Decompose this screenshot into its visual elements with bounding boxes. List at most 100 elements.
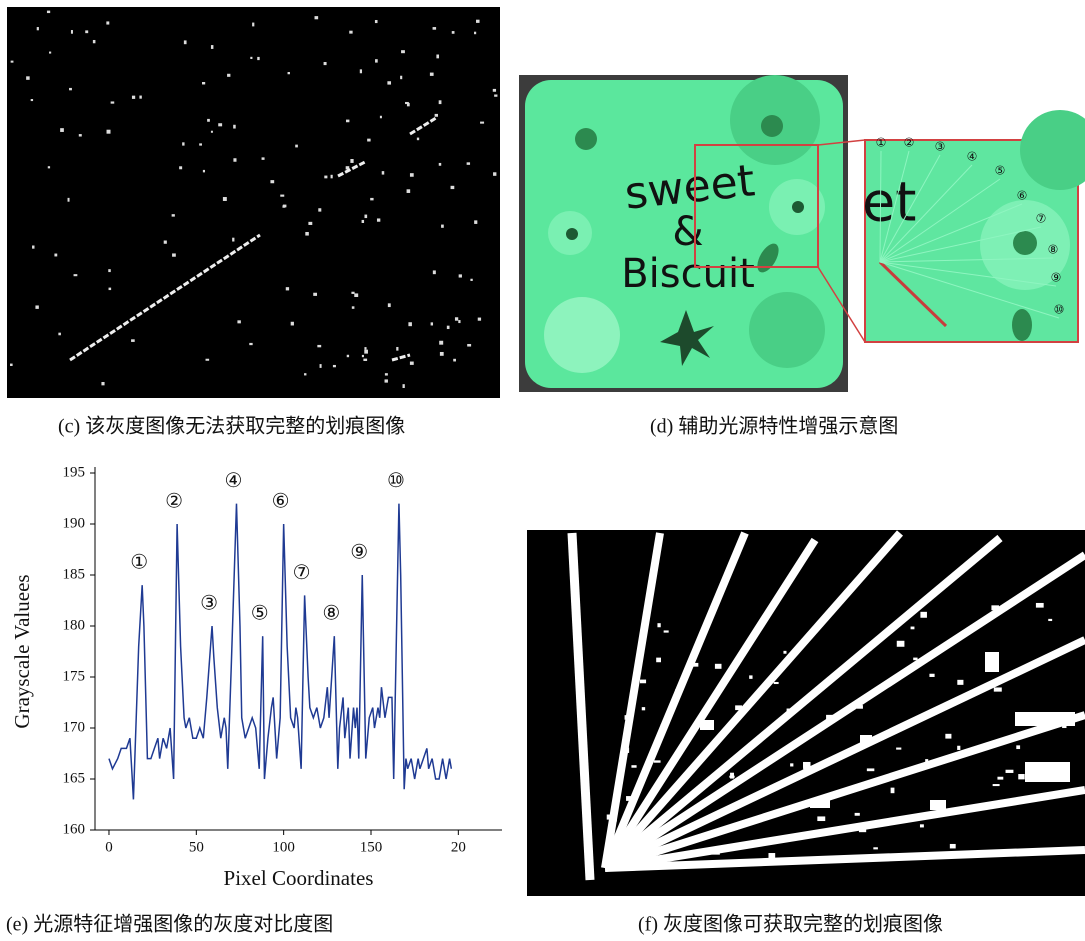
noise-dot (480, 122, 484, 124)
speck (774, 682, 779, 684)
noise-dot (405, 102, 409, 104)
speck (664, 630, 669, 632)
noise-dot (318, 208, 321, 211)
y-tick-label: 170 (63, 719, 86, 735)
speck (693, 663, 698, 667)
noise-dot (68, 198, 70, 202)
inset-label: ⑥ (1017, 189, 1028, 203)
package-text: & (672, 209, 703, 255)
speck (957, 680, 963, 685)
noise-dot (199, 143, 202, 145)
noise-dot (440, 352, 444, 356)
decor (566, 228, 578, 240)
noise-dot (439, 100, 442, 104)
noise-dot (350, 159, 353, 163)
inset-label: ⑩ (1054, 303, 1065, 317)
decor (1012, 309, 1032, 341)
noise-dot (362, 220, 364, 223)
noise-dot (452, 31, 455, 34)
speck (1006, 770, 1014, 773)
noise-dot (317, 345, 321, 347)
speck (826, 715, 833, 720)
noise-dot (441, 225, 444, 228)
blob (930, 800, 946, 810)
noise-dot (363, 359, 367, 361)
blob (810, 800, 830, 808)
y-tick-label: 190 (63, 515, 86, 531)
noise-dot (455, 317, 458, 320)
peak-annotation: ② (165, 489, 183, 513)
noise-dot (400, 76, 402, 79)
package-text: Biscuit (621, 251, 755, 297)
decor (1013, 231, 1037, 255)
blob (1025, 762, 1070, 782)
speck (857, 824, 865, 830)
caption: (c) 该灰度图像无法获取完整的划痕图像 (58, 415, 405, 438)
noise-dot (74, 274, 78, 276)
inset-label: ⑤ (995, 164, 1006, 178)
noise-dot (139, 96, 141, 99)
noise-dot (206, 359, 210, 361)
noise-dot (48, 166, 50, 168)
speck (656, 658, 661, 663)
noise-dot (172, 253, 176, 256)
speck (654, 760, 661, 762)
noise-dot (474, 32, 476, 35)
noise-dot (132, 96, 135, 99)
noise-dot (211, 45, 213, 49)
blob (985, 652, 999, 672)
noise-dot (233, 125, 236, 129)
noise-dot (380, 116, 382, 118)
noise-dot (252, 23, 254, 27)
peak-annotation: ⑤ (251, 601, 269, 625)
figure: sweet & Biscuit et ①②③④⑤⑥⑦⑧⑨⑩ 1601651701… (0, 0, 1085, 941)
speck (896, 748, 901, 750)
noise-dot (313, 293, 317, 296)
noise-dot (270, 180, 274, 183)
speck (626, 796, 631, 801)
noise-dot (403, 384, 405, 388)
noise-dot (203, 170, 205, 172)
noise-dot (107, 130, 111, 134)
noise-dot (470, 279, 472, 281)
speck (749, 675, 752, 678)
speck (920, 824, 924, 827)
speck (735, 705, 742, 710)
speck (911, 627, 915, 630)
speck (857, 705, 863, 709)
noise-dot (35, 305, 38, 308)
noise-dot (237, 320, 240, 323)
noise-dot (262, 157, 265, 159)
y-tick-label: 160 (63, 821, 86, 837)
caption: (d) 辅助光源特性增强示意图 (650, 415, 898, 438)
speck (873, 847, 878, 849)
noise-dot (250, 57, 252, 59)
caption: (e) 光源特征增强图像的灰度对比度图 (6, 913, 333, 936)
noise-dot (435, 114, 438, 117)
noise-dot (375, 20, 378, 23)
decor (575, 128, 597, 150)
noise-dot (32, 245, 34, 248)
speck (607, 815, 615, 820)
speck (657, 623, 660, 627)
noise-dot (26, 76, 30, 80)
speck (1062, 724, 1066, 728)
x-tick-label: 100 (272, 839, 295, 855)
decor (761, 115, 783, 137)
noise-dot (106, 21, 109, 24)
noise-dot (223, 197, 227, 201)
noise-dot (433, 270, 436, 274)
speck (817, 816, 825, 821)
noise-dot (362, 355, 364, 357)
speck (803, 762, 810, 768)
noise-dot (101, 382, 104, 385)
noise-dot (108, 269, 110, 272)
speck (1048, 619, 1052, 621)
speck (1018, 774, 1024, 779)
x-axis-label: Pixel Coordinates (224, 866, 374, 890)
noise-dot (364, 347, 366, 350)
noise-dot (58, 333, 61, 336)
noise-dot (211, 131, 213, 133)
speck (642, 707, 645, 710)
noise-dot (474, 220, 477, 224)
